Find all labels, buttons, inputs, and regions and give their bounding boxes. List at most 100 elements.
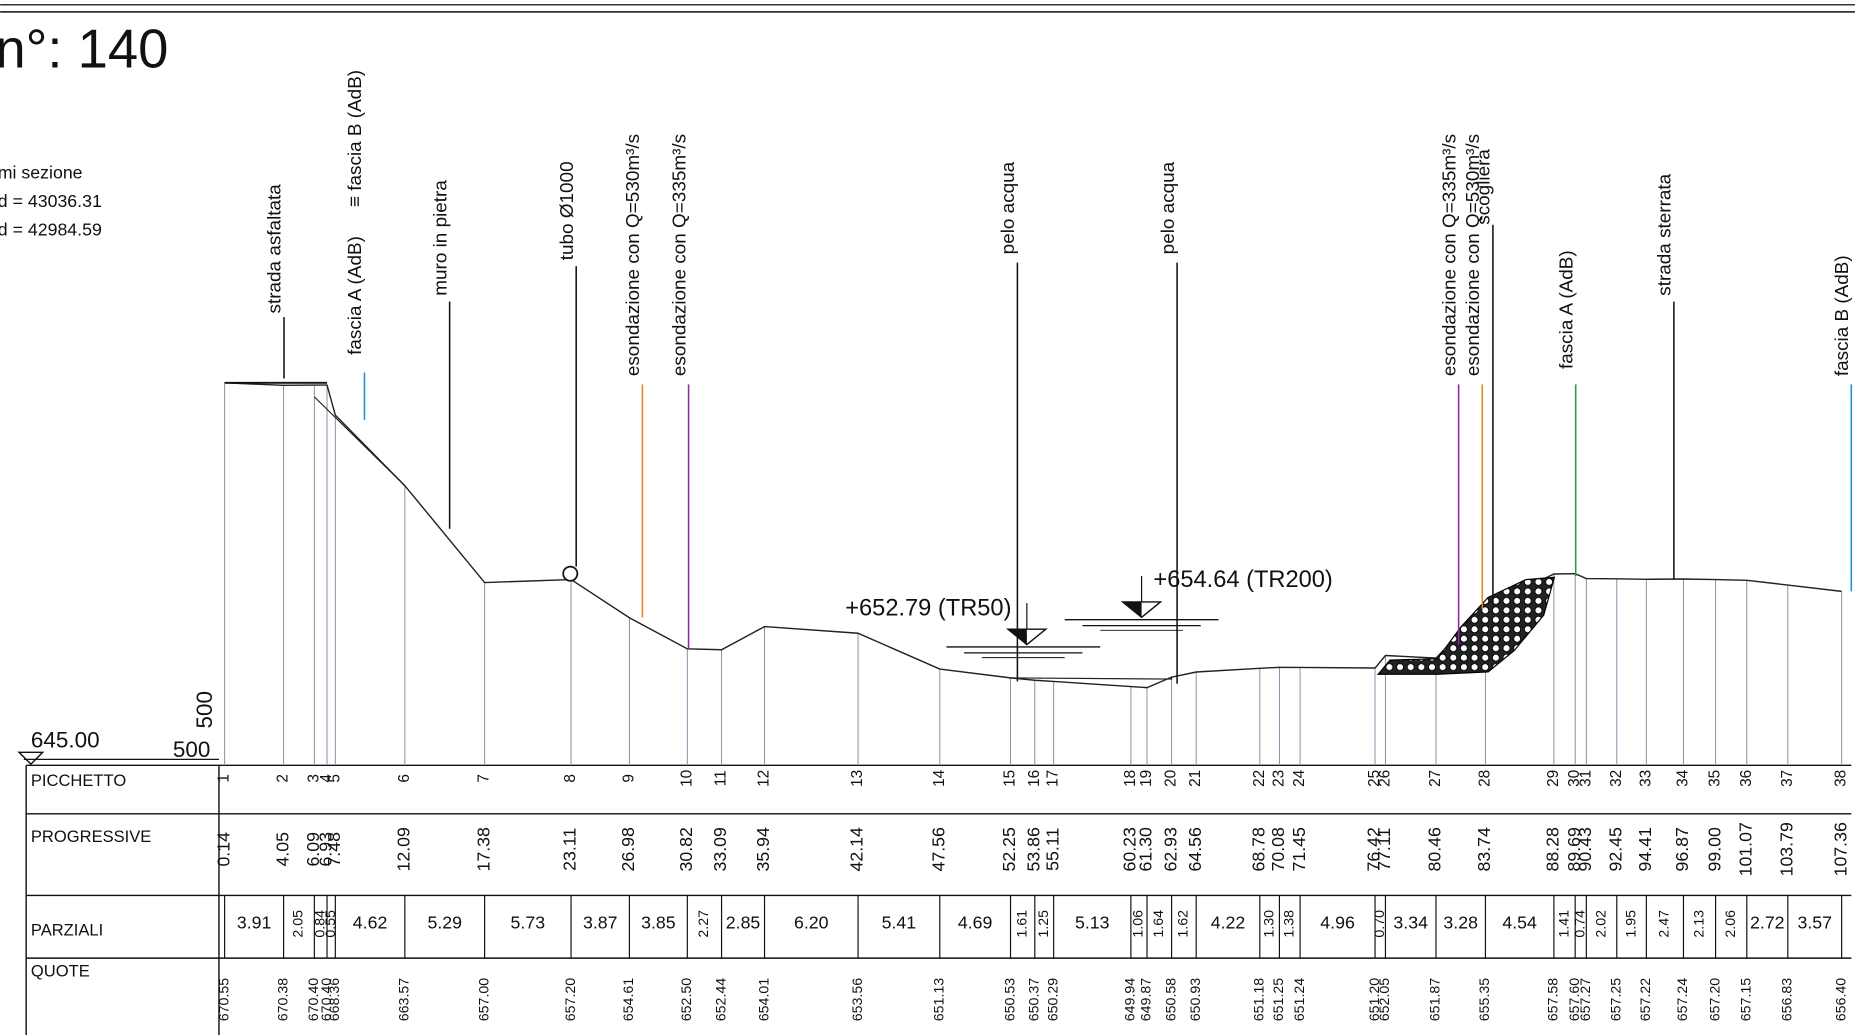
progressive: 83.74 (1474, 827, 1494, 872)
parziale: 4.54 (1502, 912, 1537, 932)
section-title: n°: 140 (0, 19, 168, 80)
quote: 670.55 (216, 978, 232, 1022)
picchetto: 2 (275, 774, 292, 783)
progressive: 80.46 (1425, 827, 1445, 872)
info-line: mi sezione (0, 163, 83, 183)
quote: 650.29 (1045, 978, 1061, 1022)
progressive: 90.43 (1575, 827, 1595, 872)
cross-section: n°: 140 mi sezione d = 43036.31 d = 4298… (0, 0, 1855, 1035)
parziale: 3.85 (641, 912, 676, 932)
progressive: 96.87 (1672, 827, 1692, 871)
row-label: QUOTE (31, 962, 90, 981)
page: n°: 140 mi sezione d = 43036.31 d = 4298… (0, 0, 1855, 1035)
quote: 654.01 (756, 978, 772, 1022)
progressive: 12.09 (394, 827, 414, 872)
progressive: 7.48 (324, 832, 344, 867)
parziale: 4.96 (1320, 912, 1355, 932)
pipe-marker (563, 567, 577, 581)
picchetto: 35 (1707, 770, 1724, 787)
parziale: 5.29 (427, 912, 462, 932)
quote: 652.05 (1377, 978, 1393, 1022)
parziale: 4.22 (1211, 912, 1246, 932)
progressive: 99.00 (1704, 827, 1724, 872)
parziale: 3.57 (1797, 912, 1832, 932)
parziale: 1.95 (1623, 910, 1639, 938)
quote: 652.44 (713, 978, 729, 1022)
wall-line (314, 397, 404, 486)
parziale: 1.64 (1151, 910, 1167, 938)
datum-label: 645.00 (31, 728, 100, 753)
water-level-label: +654.64 (TR200) (1153, 567, 1332, 593)
datum-marker (19, 752, 43, 764)
picchetto: 15 (1002, 770, 1019, 787)
progressive: 68.78 (1249, 827, 1269, 872)
parziale: 1.38 (1282, 910, 1298, 938)
progressive: 77.11 (1374, 828, 1394, 871)
parziale: 0.70 (1372, 910, 1388, 938)
quote: 654.61 (621, 978, 637, 1022)
quote: 650.37 (1027, 978, 1043, 1022)
picchetto: 9 (620, 774, 637, 783)
picchetto: 37 (1779, 770, 1796, 787)
parziale: 2.47 (1657, 910, 1673, 938)
parziale: 2.27 (696, 910, 712, 938)
parziale: 4.69 (958, 912, 993, 932)
progressive: 26.98 (618, 827, 638, 872)
progressive: 64.56 (1185, 827, 1205, 872)
annotation: ≡ fascia B (AdB) (345, 70, 366, 207)
progressive: 33.09 (710, 827, 730, 872)
picchetto: 5 (326, 774, 343, 783)
progressive: 47.56 (928, 827, 948, 872)
picchetto: 32 (1608, 770, 1625, 787)
picchetto: 29 (1545, 770, 1562, 787)
progressive: 61.30 (1136, 827, 1156, 872)
progressive: 62.93 (1160, 827, 1180, 872)
annotation: scogliera (1474, 149, 1495, 225)
annotation: fascia A (AdB) (345, 236, 366, 355)
info-line: d = 43036.31 (0, 191, 102, 211)
progressive: 30.82 (676, 827, 696, 871)
quote: 657.25 (1609, 978, 1625, 1022)
quote: 668.36 (327, 978, 343, 1022)
progressive: 71.45 (1289, 827, 1309, 872)
picchetto: 24 (1291, 769, 1308, 787)
picchetto: 8 (562, 774, 579, 783)
quote: 651.24 (1292, 978, 1308, 1022)
annotation: esondazione con Q=335m³/s (1439, 134, 1460, 376)
parziale: 2.02 (1593, 910, 1609, 938)
parziale: 0.74 (1573, 910, 1589, 938)
picchetto: 18 (1122, 770, 1139, 787)
parziale: 0.55 (323, 910, 339, 938)
picchetto: 34 (1675, 769, 1692, 787)
picchetto: 14 (931, 769, 948, 787)
picchetto: 33 (1637, 770, 1654, 787)
quote: 670.38 (275, 978, 291, 1022)
water-level-label: +652.79 (TR50) (845, 595, 1011, 621)
parziale: 2.85 (726, 912, 761, 932)
picchetto: 31 (1577, 770, 1594, 787)
parziale: 5.41 (882, 912, 917, 932)
parziale: 1.06 (1131, 910, 1147, 938)
annotation: esondazione con Q=530m³/s (623, 134, 644, 376)
picchetto: 7 (476, 774, 493, 783)
parziale: 2.06 (1723, 910, 1739, 938)
quote: 657.58 (1546, 978, 1562, 1022)
parziale: 1.62 (1176, 910, 1192, 938)
scale-label: 500 (173, 737, 211, 762)
picchetto: 1 (216, 774, 233, 783)
parziale: 4.62 (353, 912, 388, 932)
progressive: 53.86 (1023, 827, 1043, 872)
parziale: 5.73 (511, 912, 546, 932)
parziale: 5.13 (1075, 912, 1110, 932)
info-line: d = 42984.59 (0, 219, 102, 239)
picchetto: 23 (1270, 770, 1287, 787)
quote: 650.53 (1002, 978, 1018, 1022)
picchetto: 21 (1187, 770, 1204, 787)
progressive: 101.07 (1735, 822, 1755, 876)
quote: 650.93 (1188, 978, 1204, 1022)
picchetto: 38 (1833, 770, 1850, 787)
quote: 657.22 (1638, 978, 1654, 1022)
quote: 651.25 (1271, 978, 1287, 1022)
parziale: 1.61 (1014, 910, 1030, 938)
picchetto: 26 (1377, 770, 1394, 787)
